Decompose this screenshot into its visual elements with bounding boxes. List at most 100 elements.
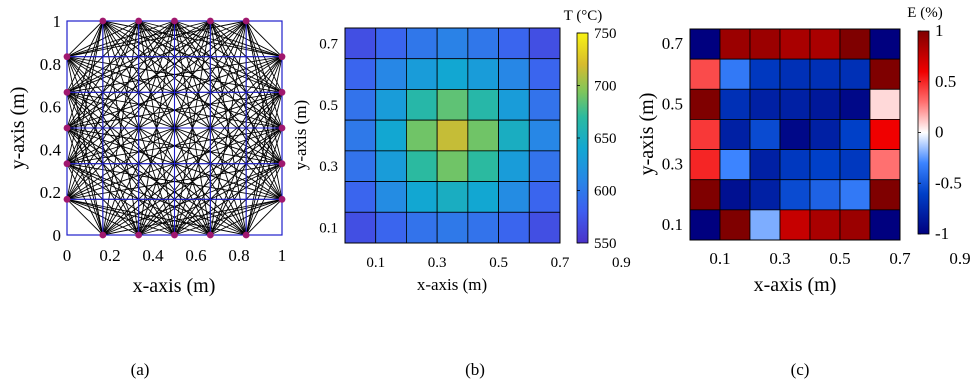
ray-line-119 [66,56,247,236]
c-y-tick-0: 0.1 [662,215,683,234]
b-cell-r6-c3 [436,211,469,244]
ray-line-9 [66,20,104,57]
sensor-point-1 [135,17,143,25]
c-cell-r2-c2 [749,88,781,120]
c-cell-r3-c4 [809,119,841,150]
c-x-tick-1: 0.3 [769,249,790,268]
ray-line-124 [245,56,283,236]
b-cell-r2-c6 [528,89,561,121]
c-cell-r1-c5 [839,58,871,90]
b-cell-r4-c5 [498,150,530,182]
b-cell-r4-c4 [467,150,499,182]
c-cell-r5-c5 [839,179,871,211]
ray-line-117 [66,127,247,236]
b-y-tick-3: 0.7 [319,36,338,52]
b-cell-r0-c0 [344,27,377,60]
c-cell-r1-c2 [749,58,781,90]
a-y-ticks: 0 0.2 0.4 0.6 0.8 1 [40,12,62,245]
b-y-tick-0: 0.1 [319,221,338,237]
c-cell-r1-c3 [779,58,811,90]
sensor-point-11 [63,160,71,168]
b-cell-r2-c3 [436,89,469,121]
b-cell-r0-c6 [528,27,561,60]
b-panel-label: (b) [465,360,485,379]
c-y-tick-2: 0.5 [662,94,683,113]
c-cell-r0-c5 [839,28,871,60]
b-y-tick-1: 0.3 [319,159,338,175]
c-cell-r5-c6 [869,179,901,211]
c-cell-r4-c4 [809,149,841,181]
ray-line-74 [245,20,283,57]
b-cell-r1-c5 [498,58,530,90]
b-cell-r0-c1 [375,27,407,60]
c-colorbar-title: E (%) [907,5,942,21]
c-x-axis-label: x-axis (m) [754,274,837,296]
b-x-axis-label: x-axis (m) [417,275,487,294]
b-cbar-tick-1: 600 [594,184,617,200]
c-cell-r5-c3 [779,179,811,211]
a-panel-label: (a) [131,360,150,379]
ray-line-65 [66,20,247,200]
ray-line-95 [66,198,175,236]
sensor-point-6 [135,231,143,239]
b-cell-r4-c1 [375,150,407,182]
a-y-tick-0: 0 [53,226,62,245]
c-cell-r6-c2 [749,209,781,241]
a-grid [67,21,282,235]
a-x-tick-1: 0.2 [99,246,120,265]
c-cell-r2-c5 [839,88,871,120]
b-cell-r1-c4 [467,58,499,90]
b-cell-r0-c2 [406,27,438,60]
sensor-point-12 [63,124,71,132]
ray-line-84 [102,56,283,236]
c-cell-r0-c4 [809,28,841,60]
b-cell-r3-c6 [528,119,561,152]
c-cbar-tick-2: 0 [935,123,944,142]
c-cell-r3-c3 [779,119,811,150]
c-x-ticks: 0.1 0.3 0.5 0.7 0.9 [709,249,970,268]
a-x-tick-5: 1 [278,246,287,265]
b-cell-r3-c2 [406,119,438,152]
a-x-tick-4: 0.8 [228,246,249,265]
c-cell-r0-c6 [869,28,901,60]
ray-line-75 [66,199,104,236]
c-cell-r1-c4 [809,58,841,90]
b-cell-r3-c5 [498,119,530,152]
b-x-tick-0: 0.1 [366,255,385,271]
c-cell-r4-c5 [839,149,871,181]
c-cell-r4-c0 [689,149,721,181]
c-cell-r2-c4 [809,88,841,120]
c-y-tick-3: 0.7 [662,34,684,53]
c-cell-r6-c5 [839,209,871,241]
b-cell-r2-c2 [406,89,438,121]
b-y-tick-2: 0.5 [319,98,338,114]
a-x-ticks: 0 0.2 0.4 0.6 0.8 1 [63,246,287,265]
c-heatmap-cells [689,28,901,241]
c-cell-r3-c1 [719,119,751,150]
ray-line-39 [66,20,175,58]
ray-line-10 [102,20,283,200]
ray-line-122 [245,127,283,236]
b-cell-r0-c5 [498,27,530,60]
sensor-point-10 [63,195,71,203]
c-cell-r5-c0 [689,179,721,211]
c-cell-r6-c0 [689,209,721,241]
c-cbar-tick-0: -1 [935,224,949,243]
c-cell-r6-c3 [779,209,811,241]
b-x-tick-1: 0.3 [428,255,447,271]
b-x-ticks: 0.1 0.3 0.5 0.7 0.9 [366,255,630,271]
b-cell-r3-c3 [436,119,469,152]
b-colorbar-title: T (°C) [564,8,603,24]
a-y-tick-4: 0.8 [40,55,61,74]
b-cell-r3-c4 [467,119,499,152]
b-cell-r6-c6 [528,211,561,244]
sensor-point-8 [206,231,214,239]
b-cell-r5-c3 [436,181,469,213]
b-y-ticks: 0.10.30.50.70.9 [319,36,338,237]
sensor-point-4 [242,17,250,25]
b-x-tick-4: 0.9 [612,255,631,271]
b-cell-r4-c6 [528,150,561,182]
c-cell-r6-c4 [809,209,841,241]
c-cell-r5-c4 [809,179,841,211]
